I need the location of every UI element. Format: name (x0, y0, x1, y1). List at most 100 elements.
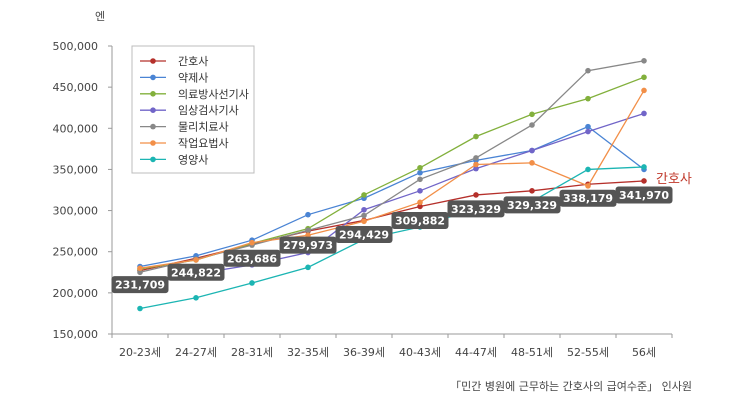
data-point (473, 192, 479, 198)
data-label-box (503, 196, 561, 214)
data-label-box (223, 249, 281, 267)
legend-swatch-marker (150, 58, 156, 64)
legend-label: 작업요법사 (178, 137, 229, 150)
data-label: 341,970 (619, 189, 669, 202)
legend-label: 임상검사기사 (178, 104, 239, 117)
legend-swatch-marker (150, 91, 156, 97)
y-tick-label: 350,000 (53, 163, 99, 176)
data-point (361, 212, 367, 219)
data-label: 294,429 (339, 228, 389, 241)
data-point (249, 280, 255, 286)
x-tick-label: 24-27세 (175, 346, 217, 359)
data-label-box (615, 186, 673, 204)
y-axis-title: 엔 (95, 10, 105, 23)
x-tick-label: 20-23세 (119, 346, 161, 359)
y-tick-label: 500,000 (53, 40, 99, 53)
data-point (249, 239, 255, 246)
data-point (529, 160, 535, 166)
legend-label: 약제사 (178, 70, 208, 84)
data-label-box (279, 236, 337, 254)
x-tick-label: 28-31세 (231, 346, 273, 359)
data-point (641, 74, 647, 81)
legend-swatch-marker (150, 156, 156, 163)
data-label-box (167, 263, 225, 281)
data-label-box (335, 225, 393, 243)
y-tick-label: 450,000 (53, 81, 99, 94)
data-label: 309,882 (395, 214, 445, 227)
data-point (417, 176, 423, 183)
data-point (193, 294, 199, 301)
data-point (473, 155, 479, 161)
y-tick-label: 150,000 (53, 328, 99, 341)
data-point (417, 169, 423, 176)
data-point (641, 87, 647, 94)
legend-swatch-marker (150, 140, 156, 146)
legend-swatch-marker (150, 74, 156, 81)
data-point (137, 269, 143, 276)
data-point (305, 227, 311, 234)
data-point (305, 211, 311, 218)
data-point (585, 128, 591, 135)
x-tick-label: 40-43세 (399, 346, 441, 359)
data-point (529, 122, 535, 128)
data-point (417, 164, 423, 171)
source-caption: 「민간 병원에 근무하는 간호사의 급여수준」 인사원 (450, 379, 692, 393)
x-tick-label: 52-55세 (567, 346, 609, 359)
legend-label: 영양사 (178, 153, 208, 166)
data-point (193, 257, 199, 263)
data-label-box (111, 276, 169, 294)
legend-label: 의료방사선기사 (178, 88, 249, 101)
data-point (529, 111, 535, 118)
data-point (417, 199, 423, 206)
legend-swatch-marker (150, 107, 156, 113)
data-point (585, 183, 591, 189)
data-label: 329,329 (507, 199, 557, 212)
data-point (361, 218, 367, 225)
data-label: 231,709 (115, 279, 165, 292)
data-point (473, 161, 479, 168)
data-point (417, 203, 423, 210)
data-point (361, 192, 367, 198)
data-label: 279,973 (283, 239, 333, 252)
y-tick-label: 250,000 (53, 246, 99, 259)
x-tick-label: 56세 (632, 346, 656, 359)
y-tick-label: 400,000 (53, 122, 99, 135)
legend-swatch-marker (150, 123, 156, 130)
data-point (529, 147, 535, 154)
x-tick-label: 36-39세 (343, 346, 385, 359)
series-annotation: 간호사 (656, 172, 692, 187)
series-line-1 (139, 125, 645, 268)
data-label: 323,329 (451, 203, 501, 216)
data-point (529, 188, 535, 194)
data-point (641, 110, 647, 117)
data-point (641, 178, 647, 184)
data-label: 263,686 (227, 252, 277, 265)
data-point (417, 188, 423, 194)
data-point (137, 265, 143, 271)
data-point (585, 95, 591, 102)
data-point (473, 165, 479, 172)
data-label-box (447, 200, 505, 218)
data-point (361, 206, 367, 213)
data-label: 244,822 (171, 266, 221, 279)
data-point (473, 133, 479, 140)
data-point (585, 67, 591, 74)
y-tick-label: 300,000 (53, 205, 99, 218)
data-point (641, 58, 647, 64)
data-point (641, 164, 647, 170)
y-tick-label: 200,000 (53, 287, 99, 300)
data-label: 338,179 (563, 192, 613, 205)
legend-label: 간호사 (178, 55, 208, 68)
data-label-box (559, 189, 617, 207)
x-tick-label: 32-35세 (287, 346, 329, 359)
data-label-box (391, 211, 449, 229)
x-tick-label: 44-47세 (455, 346, 497, 359)
data-point (305, 264, 311, 271)
data-point (585, 123, 591, 130)
x-tick-label: 48-51세 (511, 346, 553, 359)
data-point (585, 166, 591, 173)
legend-label: 물리치료사 (178, 121, 229, 134)
data-point (137, 305, 143, 312)
